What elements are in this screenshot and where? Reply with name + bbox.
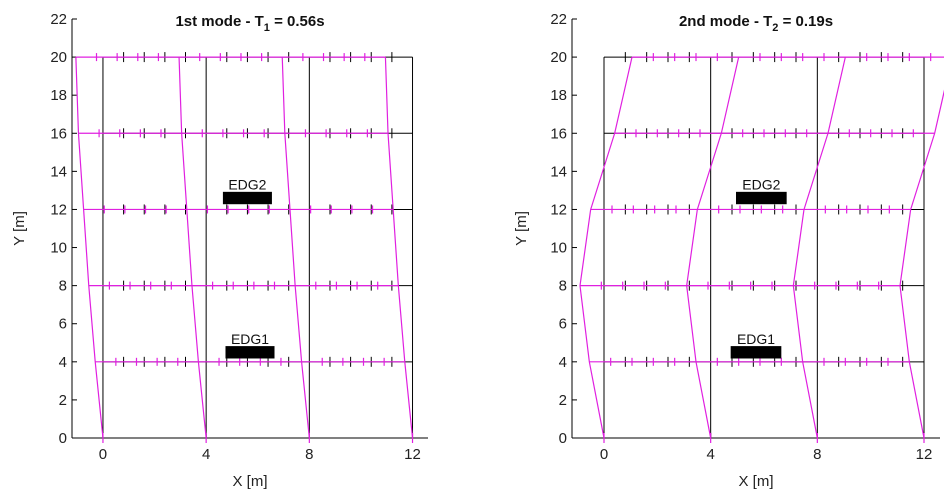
x-tick-label: 8: [813, 446, 821, 463]
deformed-column: [686, 56, 740, 439]
y-tick-label: 18: [550, 87, 567, 104]
y-tick-label: 8: [559, 278, 567, 295]
x-axis-label: X [m]: [232, 473, 267, 490]
chart-title: 1st mode - T1 = 0.56s: [175, 13, 324, 34]
x-tick-label: 12: [916, 446, 933, 463]
x-tick-label: 8: [305, 446, 313, 463]
y-tick-label: 14: [550, 163, 567, 180]
y-tick-label: 14: [50, 163, 67, 180]
edg-label: EDG2: [742, 177, 780, 193]
y-tick-label: 0: [59, 430, 67, 447]
y-tick-label: 2: [559, 392, 567, 409]
deformed-column: [384, 57, 414, 439]
right-chart: 0 2 4 6 8 10 12 14 16 18 20 22 0 4 8 12 X [m] Y [m] 2nd mo…: [513, 11, 944, 490]
edg-marker-box: [730, 346, 782, 359]
y-tick-label: 2: [59, 392, 67, 409]
edg-label: EDG1: [231, 331, 269, 347]
left-chart: 0 2 4 6 8 10 12 14 16 18 20 22 0 4 8 12 X [m] Y [m] 1st mo…: [11, 11, 428, 490]
y-tick-label: 22: [50, 11, 67, 28]
y-axis-label: Y [m]: [11, 211, 28, 246]
y-tick-label: 0: [559, 430, 567, 447]
deformed-column: [899, 89, 944, 439]
y-tick-label: 12: [550, 201, 567, 218]
y-tick-label: 16: [50, 125, 67, 142]
y-tick-label: 6: [559, 316, 567, 333]
deformed-column: [178, 57, 207, 439]
y-tick-label: 6: [59, 316, 67, 333]
edg-marker-box: [225, 346, 275, 359]
x-axis-label: X [m]: [738, 473, 773, 490]
deformed-column: [792, 56, 846, 439]
y-tick-label: 4: [59, 354, 67, 371]
y-tick-label: 4: [559, 354, 567, 371]
deformed-column: [579, 56, 633, 439]
y-axis-label: Y [m]: [513, 211, 530, 246]
deformed-column: [75, 57, 104, 439]
edg-label: EDG1: [737, 331, 775, 347]
y-tick-label: 22: [550, 11, 567, 28]
x-tick-label: 12: [404, 446, 421, 463]
y-tick-label: 10: [550, 240, 567, 257]
y-tick-label: 16: [550, 125, 567, 142]
edg-label: EDG2: [228, 177, 266, 193]
y-tick-label: 18: [50, 87, 67, 104]
chart-title: 2nd mode - T2 = 0.19s: [679, 13, 833, 34]
y-tick-label: 20: [550, 49, 567, 66]
x-tick-label: 4: [202, 446, 210, 463]
x-tick-label: 0: [99, 446, 107, 463]
edg-marker-box: [222, 191, 272, 205]
y-tick-label: 20: [50, 49, 67, 66]
x-tick-label: 4: [706, 446, 714, 463]
x-tick-label: 0: [600, 446, 608, 463]
y-tick-label: 12: [50, 201, 67, 218]
edg-marker-box: [736, 191, 787, 205]
y-tick-label: 8: [59, 278, 67, 295]
deformed-column: [281, 57, 310, 439]
y-tick-label: 10: [50, 240, 67, 257]
